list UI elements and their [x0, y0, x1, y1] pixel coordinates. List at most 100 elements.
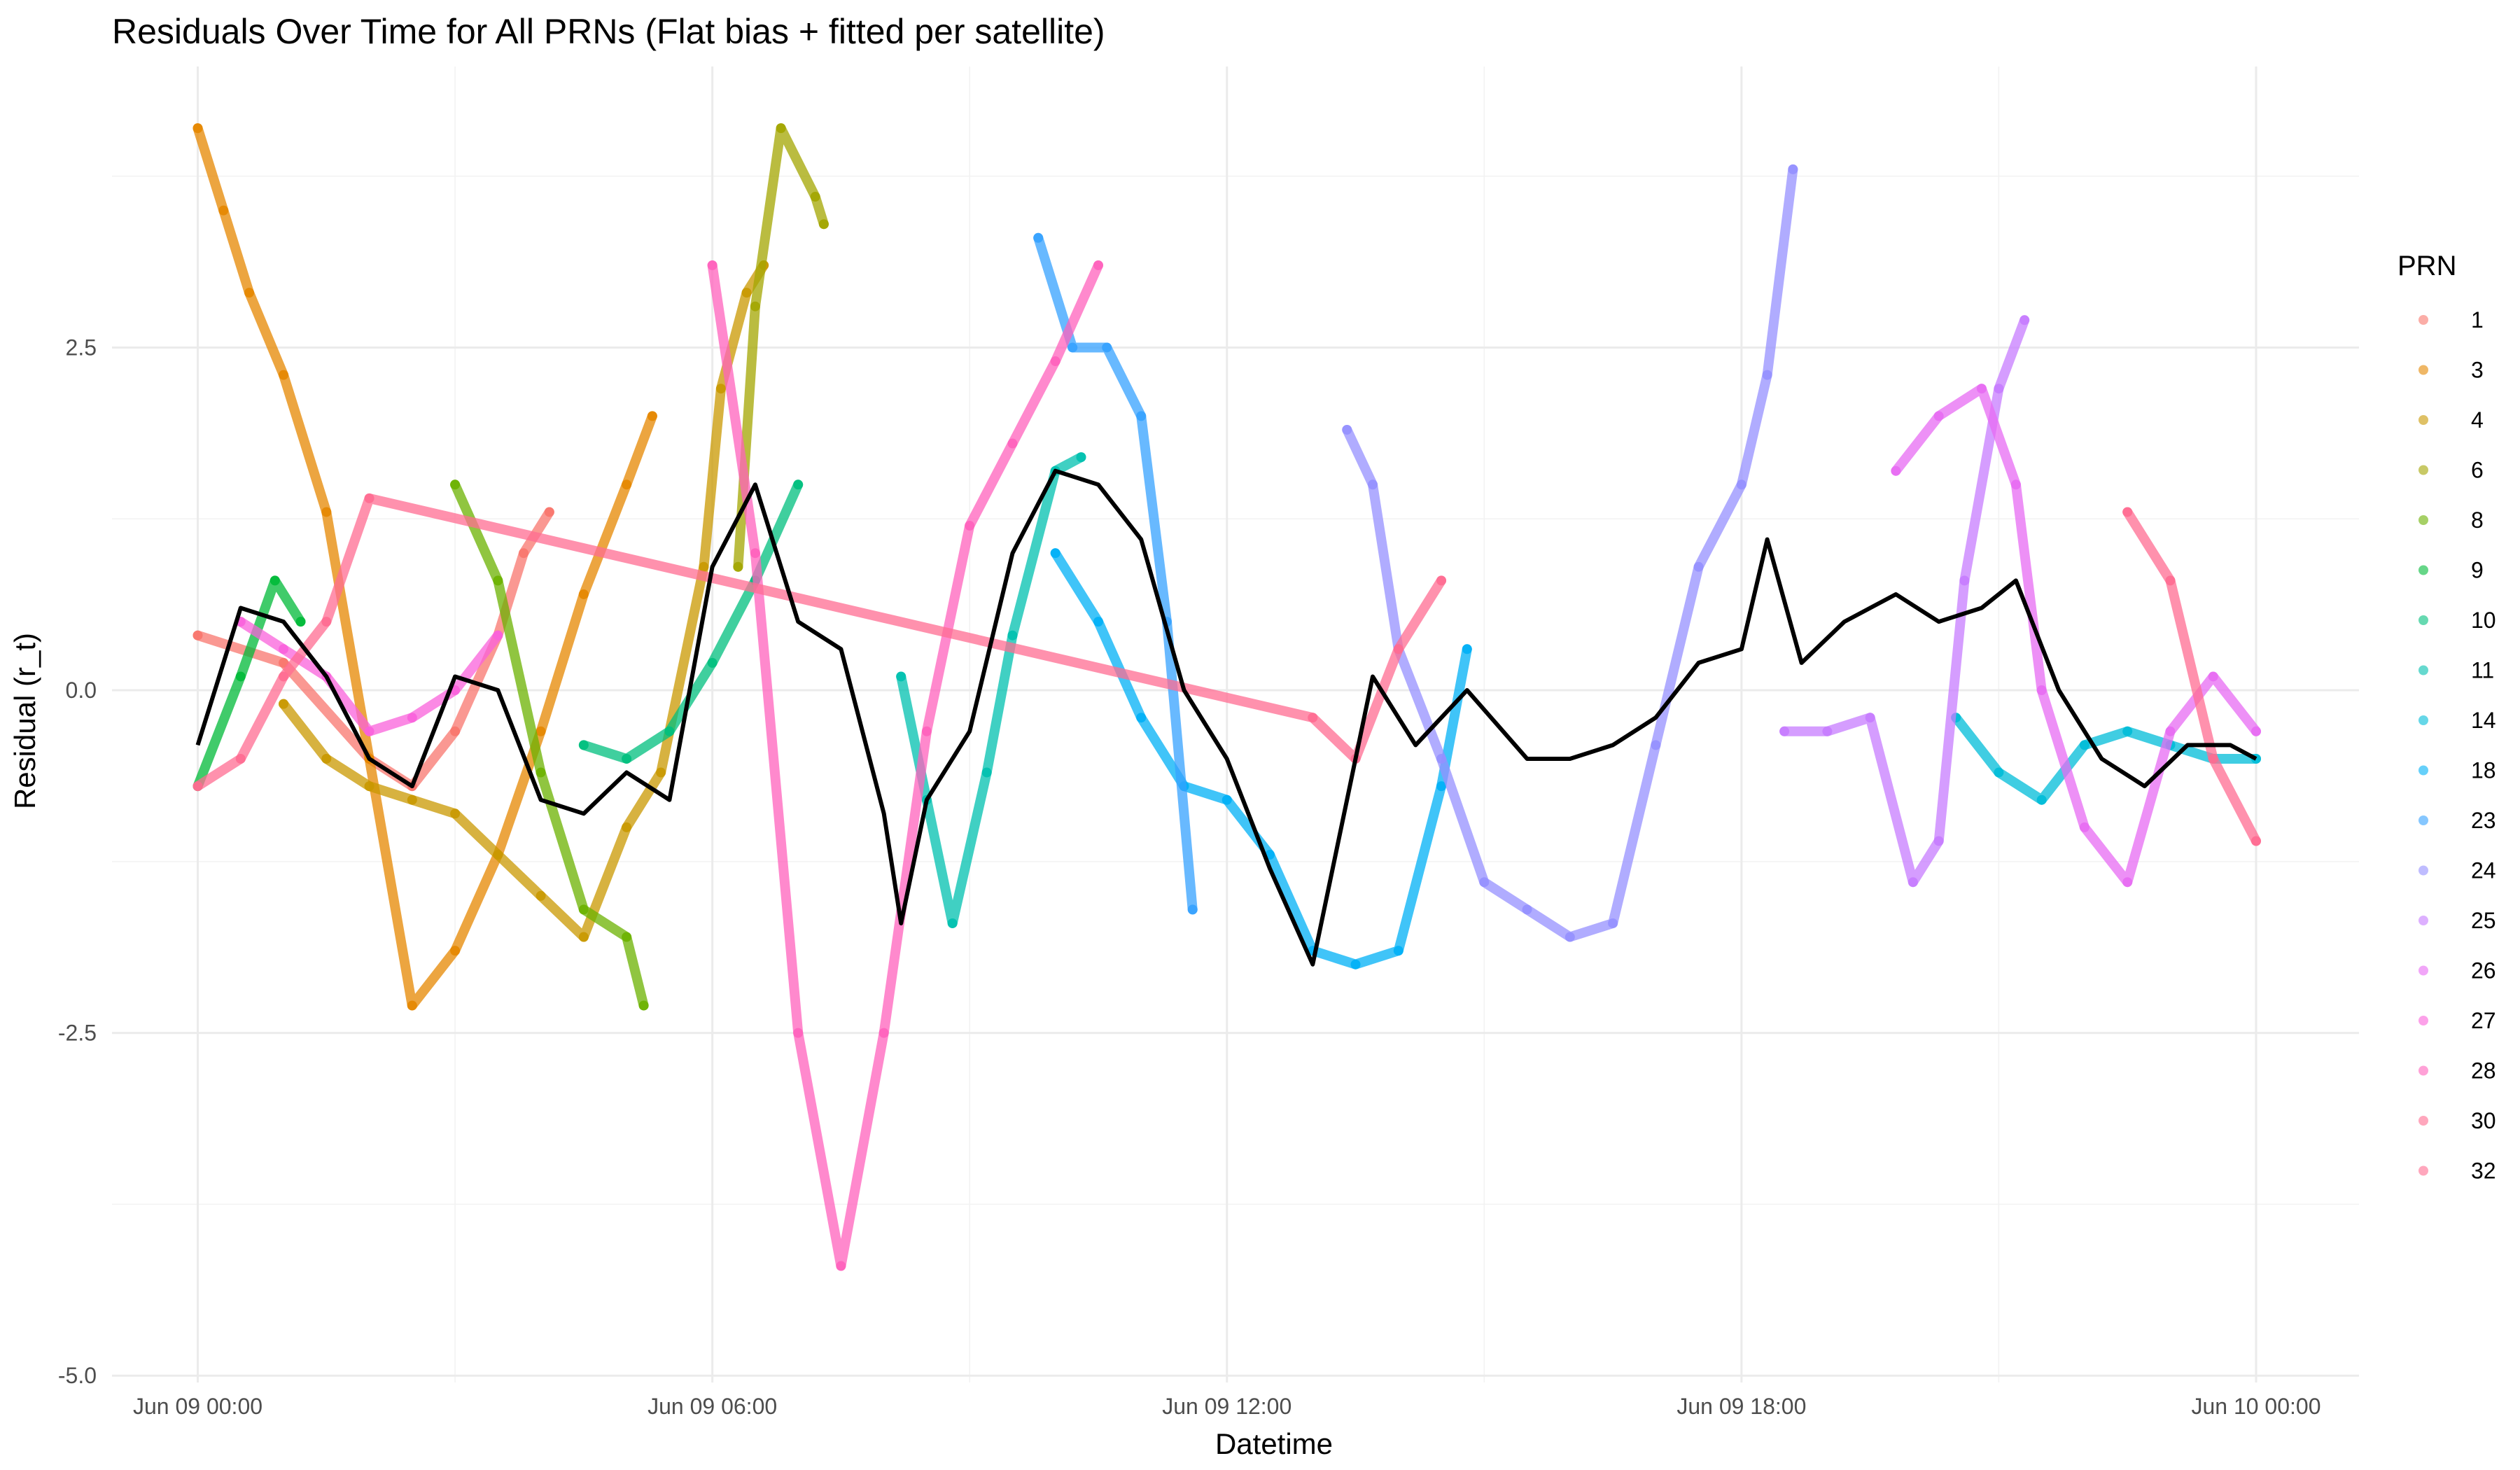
data-point — [2010, 479, 2021, 490]
series-23 — [1033, 232, 1198, 915]
data-point — [750, 301, 760, 312]
data-point — [192, 630, 203, 640]
data-point — [218, 205, 229, 216]
data-point — [1522, 904, 1532, 915]
data-point — [279, 671, 289, 682]
series-26 — [1891, 384, 2261, 888]
data-point — [2036, 794, 2047, 805]
mean-residual-line — [195, 468, 2258, 967]
data-point — [493, 575, 503, 586]
data-point — [1651, 740, 1661, 750]
data-point — [1393, 644, 1404, 654]
data-point — [1994, 384, 2004, 394]
legend-label: 8 — [2471, 507, 2484, 533]
legend-label: 32 — [2471, 1158, 2496, 1184]
data-point — [1436, 753, 1447, 764]
data-point — [270, 575, 280, 586]
data-point — [810, 192, 820, 202]
x-tick-label: Jun 10 00:00 — [2191, 1394, 2320, 1419]
data-point — [450, 808, 461, 819]
data-point — [1136, 411, 1147, 421]
data-point — [2250, 726, 2261, 736]
legend-label: 27 — [2471, 1008, 2496, 1033]
data-point — [647, 411, 657, 421]
legend-label: 14 — [2471, 708, 2496, 733]
data-point — [1368, 479, 1378, 490]
y-tick-label: -5.0 — [58, 1363, 97, 1388]
data-point — [1959, 575, 1970, 586]
data-point — [1779, 726, 1790, 736]
series-9 — [192, 575, 306, 792]
data-point — [836, 1261, 846, 1271]
data-point — [1933, 836, 1944, 846]
legend-title: PRN — [2398, 251, 2456, 281]
series-trail — [1050, 548, 1472, 969]
legend-key — [2418, 816, 2428, 825]
series-overall — [195, 468, 2258, 967]
data-point — [235, 671, 246, 682]
data-point — [1736, 479, 1746, 490]
legend-key — [2418, 315, 2428, 325]
data-point — [1788, 164, 1798, 174]
legend-label: 6 — [2471, 458, 2484, 483]
series-8 — [450, 479, 649, 1011]
data-point — [896, 671, 906, 682]
data-point — [818, 219, 829, 230]
series-32 — [2122, 507, 2261, 846]
legend-label: 28 — [2471, 1058, 2496, 1084]
data-point — [965, 521, 975, 531]
legend-key — [2418, 715, 2428, 725]
data-point — [921, 726, 932, 736]
data-point — [1007, 438, 1018, 449]
series-trail — [279, 260, 769, 942]
legend-label: 18 — [2471, 758, 2496, 783]
series-18 — [1050, 548, 1472, 969]
data-point — [1436, 781, 1447, 792]
data-point — [536, 767, 546, 778]
series-trail — [192, 507, 554, 792]
data-point — [364, 726, 374, 736]
data-point — [578, 904, 589, 915]
legend-key — [2418, 1016, 2428, 1026]
legend-label: 10 — [2471, 608, 2496, 633]
legend-key — [2418, 415, 2428, 425]
legend-key — [2418, 565, 2428, 575]
series-6 — [733, 123, 829, 572]
series-trail — [192, 123, 657, 1011]
legend-label: 11 — [2471, 658, 2494, 683]
data-point — [1891, 465, 1901, 476]
legend-label: 9 — [2471, 558, 2484, 583]
data-point — [656, 767, 666, 778]
data-point — [1342, 424, 1352, 435]
data-point — [279, 657, 289, 668]
axes: Jun 09 00:00 Jun 09 06:00 Jun 09 12:00 Jun … — [58, 335, 2321, 1419]
legend-key — [2418, 916, 2428, 925]
data-point — [279, 644, 289, 654]
data-point — [536, 890, 546, 901]
data-point — [1050, 548, 1060, 559]
data-point — [1933, 411, 1944, 421]
data-point — [622, 753, 632, 764]
y-tick-label: 0.0 — [66, 678, 97, 703]
data-point — [776, 123, 786, 134]
data-point — [279, 699, 289, 709]
legend-key — [2418, 365, 2428, 375]
data-point — [493, 850, 503, 860]
y-axis-title: Residual (r_t) — [8, 633, 41, 809]
data-point — [2165, 575, 2176, 586]
legend-label: 30 — [2471, 1108, 2496, 1133]
legend: PRN 1 3 4 6 8 9 10 11 14 18 23 24 25 26 27 28 30 32 — [2398, 251, 2496, 1184]
data-point — [578, 932, 589, 942]
data-point — [450, 726, 461, 736]
data-point — [1865, 713, 1875, 723]
series-trail — [450, 479, 649, 1011]
data-point — [699, 561, 709, 572]
data-point — [2122, 877, 2133, 888]
data-point — [947, 918, 958, 928]
series-trail — [2122, 507, 2261, 846]
legend-label: 25 — [2471, 908, 2496, 933]
data-point — [622, 932, 632, 942]
series-trail — [192, 493, 1446, 792]
data-point — [707, 260, 718, 270]
legend-key — [2418, 465, 2428, 475]
